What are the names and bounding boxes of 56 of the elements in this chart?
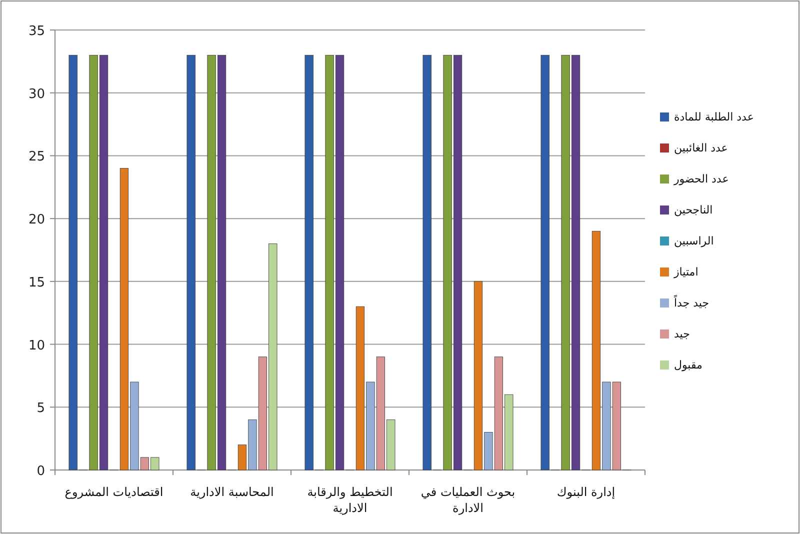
bar bbox=[120, 168, 129, 470]
bar bbox=[89, 54, 98, 470]
y-tick-label: 30 bbox=[28, 86, 45, 102]
legend-label: مقبول bbox=[674, 358, 703, 372]
bar bbox=[304, 54, 314, 470]
bar bbox=[386, 420, 396, 470]
legend-label: عدد الطلبة للمادة bbox=[674, 110, 754, 124]
bar bbox=[592, 230, 601, 470]
bar bbox=[602, 382, 611, 470]
x-tick-label: المحاسبة الادارية bbox=[190, 485, 274, 499]
x-tick-label: التخطيط والرقابة الادارية bbox=[307, 485, 393, 515]
y-tick-label: 20 bbox=[28, 212, 45, 228]
bar bbox=[453, 54, 462, 470]
bar bbox=[366, 382, 375, 470]
bar bbox=[422, 54, 432, 470]
bar bbox=[268, 244, 278, 470]
bar bbox=[335, 54, 344, 470]
bar bbox=[238, 444, 247, 470]
bar bbox=[186, 54, 196, 470]
bar bbox=[561, 54, 570, 470]
bar bbox=[612, 382, 621, 470]
bar bbox=[484, 432, 493, 470]
bar bbox=[325, 54, 334, 470]
bar bbox=[356, 306, 365, 470]
legend-label: جيد bbox=[674, 328, 690, 340]
bar bbox=[217, 54, 226, 470]
legend-label: جيد جداً bbox=[674, 294, 710, 310]
y-tick-label: 25 bbox=[28, 150, 45, 165]
legend-label: الراسبين bbox=[674, 234, 714, 248]
legend-label: عدد الحضور bbox=[673, 172, 729, 186]
bar bbox=[140, 457, 149, 470]
x-tick-label: إدارة البنوك bbox=[556, 485, 616, 499]
bar bbox=[504, 394, 514, 470]
bar bbox=[571, 54, 580, 470]
legend-label: امتياز bbox=[673, 266, 698, 278]
y-tick-label: 15 bbox=[28, 275, 45, 290]
y-tick-label: 0 bbox=[36, 464, 45, 479]
bar bbox=[68, 54, 78, 470]
bar bbox=[99, 54, 108, 470]
legend-label: عدد الغائبين bbox=[674, 142, 728, 154]
legend-label: الناجحين bbox=[674, 204, 713, 216]
bar bbox=[248, 420, 257, 470]
x-tick-label: اقتصاديات المشروع bbox=[64, 485, 164, 499]
bar bbox=[540, 54, 550, 470]
bar bbox=[474, 281, 483, 470]
bar bbox=[207, 54, 216, 470]
bar bbox=[258, 356, 267, 470]
bar bbox=[150, 457, 160, 470]
x-tick-label: بحوث العمليات في الادارة bbox=[420, 485, 516, 515]
y-tick-label: 35 bbox=[28, 24, 45, 39]
bar bbox=[130, 382, 139, 470]
bar bbox=[494, 356, 503, 470]
y-tick-label: 10 bbox=[28, 338, 45, 354]
bar bbox=[443, 54, 452, 470]
y-tick-label: 5 bbox=[36, 401, 45, 416]
bar bbox=[376, 356, 385, 470]
